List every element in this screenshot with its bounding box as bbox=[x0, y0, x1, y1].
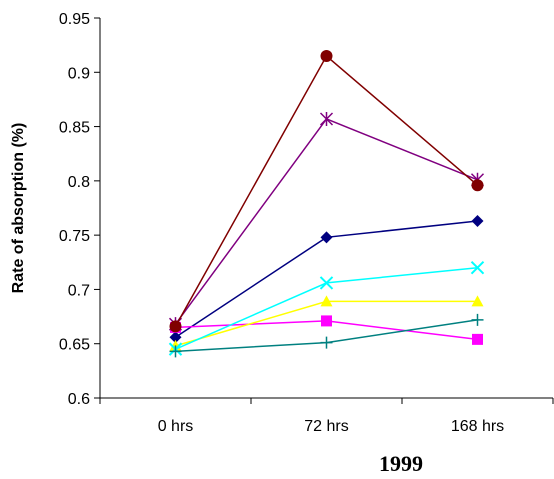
data-point bbox=[320, 336, 333, 349]
data-point bbox=[319, 111, 334, 126]
y-axis: 0.6 0.65 0.7 0.75 0.8 0.85 0.9 0.95 bbox=[59, 11, 101, 408]
data-point bbox=[471, 295, 484, 307]
y-axis-title: Rate of absorption (%) bbox=[10, 123, 27, 294]
x-tick-label: 168 hrs bbox=[451, 418, 504, 435]
y-tick-label: 0.7 bbox=[68, 282, 90, 299]
data-point bbox=[471, 179, 484, 192]
y-tick-label: 0.8 bbox=[68, 174, 90, 191]
data-point bbox=[472, 333, 483, 345]
data-point bbox=[471, 215, 484, 228]
data-point bbox=[169, 331, 182, 344]
x-tick-label: 72 hrs bbox=[304, 418, 348, 435]
y-tick-label: 0.9 bbox=[68, 65, 90, 82]
data-point bbox=[320, 295, 333, 307]
data-point bbox=[321, 315, 332, 327]
y-tick-label: 0.6 bbox=[68, 391, 90, 408]
series-layer bbox=[168, 50, 485, 358]
y-tick-label: 0.95 bbox=[59, 11, 90, 28]
series bbox=[168, 261, 485, 356]
data-point bbox=[320, 50, 333, 62]
series bbox=[169, 313, 484, 358]
x-tick-label: 0 hrs bbox=[158, 418, 194, 435]
series-line bbox=[174, 118, 478, 325]
x-axis: 0 hrs 72 hrs 168 hrs bbox=[99, 397, 554, 435]
data-point bbox=[319, 276, 334, 290]
series-line bbox=[174, 54, 478, 327]
data-point bbox=[169, 320, 182, 333]
data-point bbox=[320, 231, 333, 244]
y-tick-label: 0.65 bbox=[59, 337, 90, 354]
chart-title: 1999 bbox=[379, 451, 423, 476]
series bbox=[169, 215, 484, 344]
series bbox=[169, 50, 484, 333]
data-point bbox=[169, 345, 182, 358]
data-point bbox=[471, 313, 484, 326]
y-tick-label: 0.85 bbox=[59, 120, 90, 137]
data-point bbox=[470, 261, 485, 275]
y-tick-label: 0.75 bbox=[59, 228, 90, 245]
